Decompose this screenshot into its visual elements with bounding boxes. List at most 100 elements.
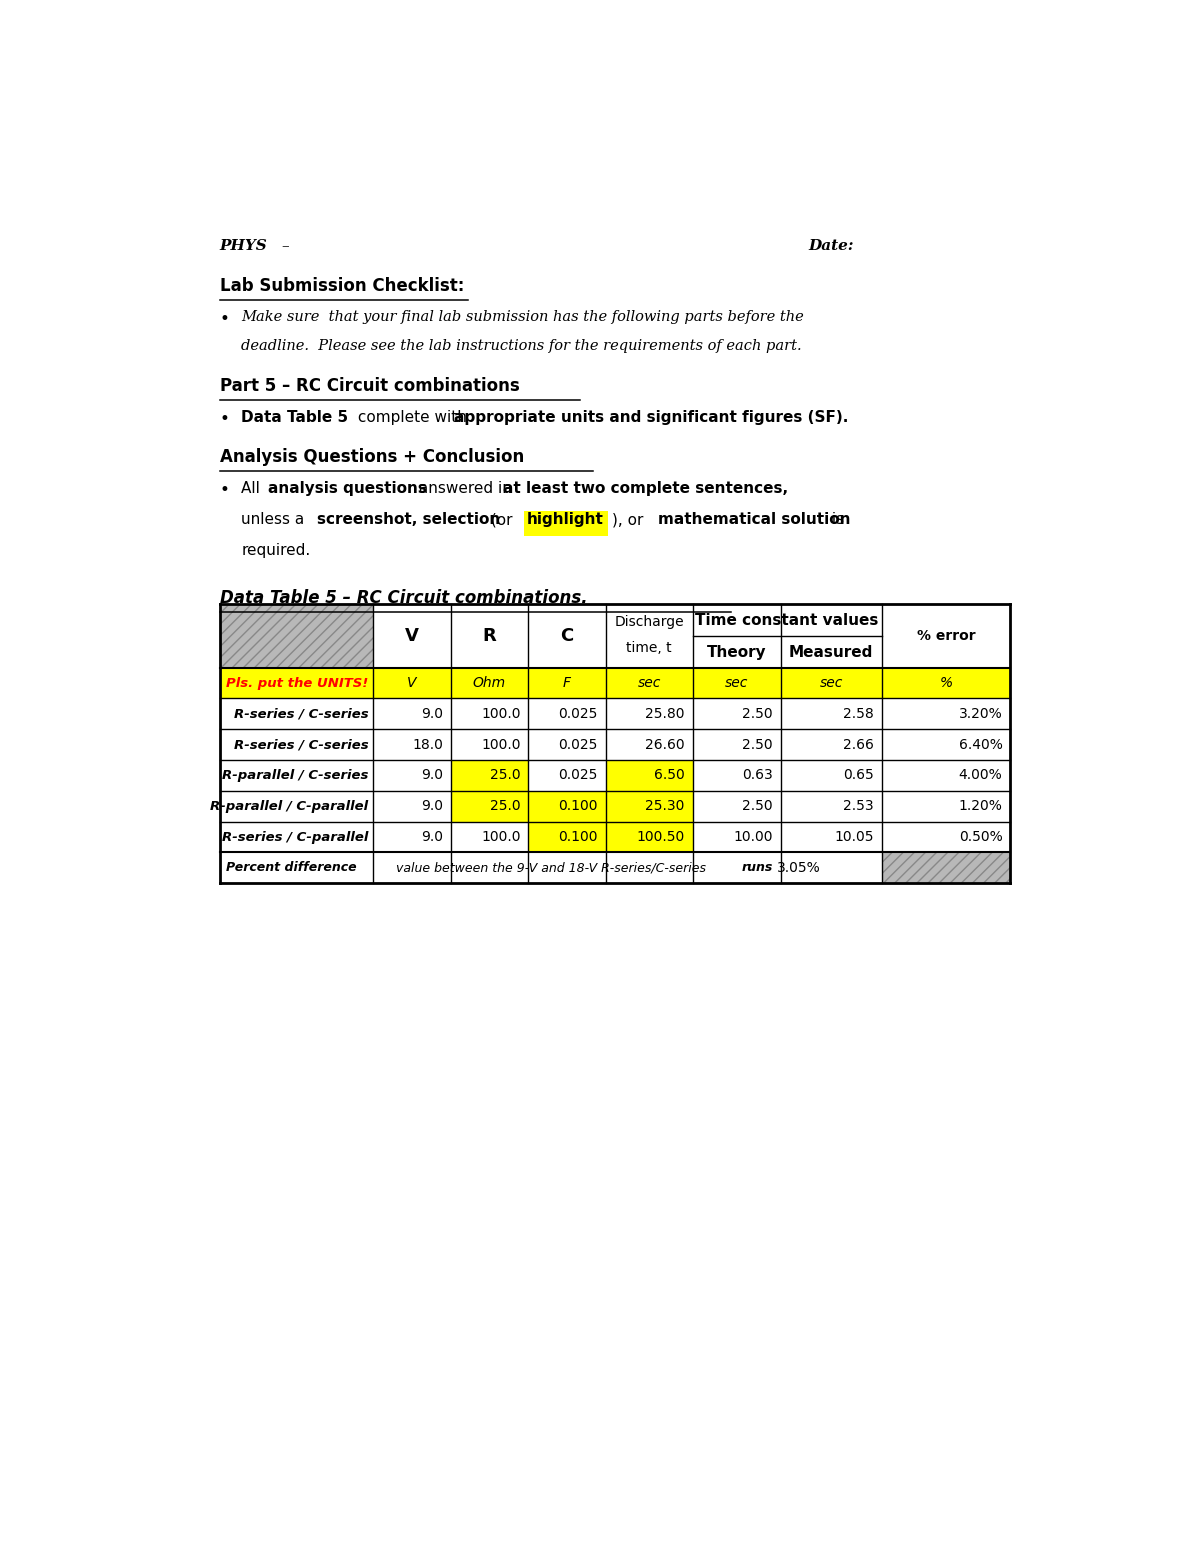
Text: 0.025: 0.025 bbox=[558, 738, 598, 752]
Text: 9.0: 9.0 bbox=[421, 769, 443, 783]
Text: 26.60: 26.60 bbox=[646, 738, 685, 752]
Bar bbox=[882, 853, 1010, 884]
Text: deadline.  Please see the lab instructions for the requirements of each part.: deadline. Please see the lab instruction… bbox=[241, 339, 802, 353]
Bar bbox=[220, 790, 1010, 822]
Bar bbox=[220, 759, 1010, 790]
Text: R-parallel / C-series: R-parallel / C-series bbox=[222, 769, 368, 781]
Bar bbox=[528, 790, 606, 822]
Bar bbox=[528, 822, 606, 853]
Text: Analysis Questions + Conclusion: Analysis Questions + Conclusion bbox=[220, 449, 524, 466]
Bar bbox=[220, 730, 1010, 759]
Text: mathematical solution: mathematical solution bbox=[658, 512, 850, 526]
Text: 9.0: 9.0 bbox=[421, 829, 443, 843]
Bar bbox=[220, 668, 1010, 699]
Bar bbox=[606, 790, 692, 822]
Text: All: All bbox=[241, 481, 265, 497]
Bar bbox=[692, 604, 781, 668]
Text: Data Table 5: Data Table 5 bbox=[241, 410, 348, 424]
Text: 25.80: 25.80 bbox=[646, 707, 685, 721]
Bar bbox=[220, 699, 1010, 730]
Text: Part 5 – RC Circuit combinations: Part 5 – RC Circuit combinations bbox=[220, 377, 520, 396]
Text: 25.0: 25.0 bbox=[490, 769, 521, 783]
Text: 9.0: 9.0 bbox=[421, 707, 443, 721]
Text: 25.30: 25.30 bbox=[646, 800, 685, 814]
Bar bbox=[451, 759, 528, 790]
Bar bbox=[606, 759, 692, 790]
Text: complete with: complete with bbox=[353, 410, 472, 424]
Bar bbox=[451, 790, 528, 822]
Bar bbox=[781, 853, 882, 884]
Text: 2.66: 2.66 bbox=[842, 738, 874, 752]
Text: 10.05: 10.05 bbox=[834, 829, 874, 843]
Bar bbox=[606, 822, 692, 853]
Text: %: % bbox=[940, 676, 953, 690]
Text: 9.0: 9.0 bbox=[421, 800, 443, 814]
Text: (or: (or bbox=[486, 512, 517, 526]
Text: C: C bbox=[560, 627, 574, 644]
Text: 2.58: 2.58 bbox=[844, 707, 874, 721]
Text: 2.50: 2.50 bbox=[743, 707, 773, 721]
Text: Data Table 5 – RC Circuit combinations.: Data Table 5 – RC Circuit combinations. bbox=[220, 589, 587, 607]
Text: 25.0: 25.0 bbox=[490, 800, 521, 814]
Text: unless a: unless a bbox=[241, 512, 310, 526]
Text: 2.50: 2.50 bbox=[743, 800, 773, 814]
Bar bbox=[220, 604, 373, 668]
Text: value between the 9-V and 18-V R-series/C-series: value between the 9-V and 18-V R-series/… bbox=[391, 862, 710, 874]
Text: V: V bbox=[407, 676, 416, 690]
Text: at least two complete sentences,: at least two complete sentences, bbox=[503, 481, 787, 497]
Bar bbox=[220, 822, 1010, 853]
Bar bbox=[781, 604, 882, 668]
Text: sec: sec bbox=[820, 676, 842, 690]
Bar bbox=[882, 604, 1010, 668]
Bar bbox=[451, 604, 528, 668]
Text: 18.0: 18.0 bbox=[412, 738, 443, 752]
Bar bbox=[524, 511, 608, 536]
Text: 3.05%: 3.05% bbox=[776, 860, 821, 874]
Text: Ohm: Ohm bbox=[473, 676, 506, 690]
Text: 4.00%: 4.00% bbox=[959, 769, 1002, 783]
Text: 0.100: 0.100 bbox=[558, 829, 598, 843]
Text: % error: % error bbox=[917, 629, 976, 643]
Text: 2.53: 2.53 bbox=[844, 800, 874, 814]
Text: R-series / C-parallel: R-series / C-parallel bbox=[222, 831, 368, 843]
Text: 0.50%: 0.50% bbox=[959, 829, 1002, 843]
Bar bbox=[606, 604, 692, 668]
Text: 10.00: 10.00 bbox=[733, 829, 773, 843]
Text: 6.50: 6.50 bbox=[654, 769, 685, 783]
Text: Pls. put the UNITS!: Pls. put the UNITS! bbox=[227, 677, 368, 690]
Text: Percent difference: Percent difference bbox=[226, 862, 356, 874]
Text: Discharge: Discharge bbox=[614, 615, 684, 629]
Text: Measured: Measured bbox=[790, 644, 874, 660]
Text: screenshot, selection: screenshot, selection bbox=[317, 512, 500, 526]
Text: 0.025: 0.025 bbox=[558, 707, 598, 721]
Text: 100.50: 100.50 bbox=[636, 829, 685, 843]
Text: R-parallel / C-parallel: R-parallel / C-parallel bbox=[210, 800, 368, 812]
Text: ), or: ), or bbox=[612, 512, 648, 526]
Text: F: F bbox=[563, 676, 571, 690]
Text: sec: sec bbox=[637, 676, 661, 690]
Text: highlight: highlight bbox=[527, 512, 604, 526]
Text: –: – bbox=[282, 239, 289, 253]
Text: R-series / C-series: R-series / C-series bbox=[234, 738, 368, 752]
Text: Time constant values: Time constant values bbox=[695, 613, 878, 627]
Text: runs: runs bbox=[742, 862, 774, 874]
Text: 0.65: 0.65 bbox=[844, 769, 874, 783]
Text: 100.0: 100.0 bbox=[481, 738, 521, 752]
Text: 100.0: 100.0 bbox=[481, 707, 521, 721]
Text: Lab Submission Checklist:: Lab Submission Checklist: bbox=[220, 278, 464, 295]
Bar bbox=[373, 604, 451, 668]
Bar bbox=[528, 604, 606, 668]
Text: required.: required. bbox=[241, 544, 311, 558]
Text: •: • bbox=[220, 309, 229, 328]
Text: 1.20%: 1.20% bbox=[959, 800, 1002, 814]
Text: 0.63: 0.63 bbox=[743, 769, 773, 783]
Text: is: is bbox=[827, 512, 845, 526]
Text: appropriate units and significant figures (SF).: appropriate units and significant figure… bbox=[454, 410, 848, 424]
Text: •: • bbox=[220, 410, 229, 427]
Text: Theory: Theory bbox=[707, 644, 767, 660]
Text: 6.40%: 6.40% bbox=[959, 738, 1002, 752]
Text: PHYS: PHYS bbox=[220, 239, 268, 253]
Text: time, t: time, t bbox=[626, 641, 672, 655]
Text: •: • bbox=[220, 481, 229, 499]
Text: V: V bbox=[406, 627, 419, 644]
